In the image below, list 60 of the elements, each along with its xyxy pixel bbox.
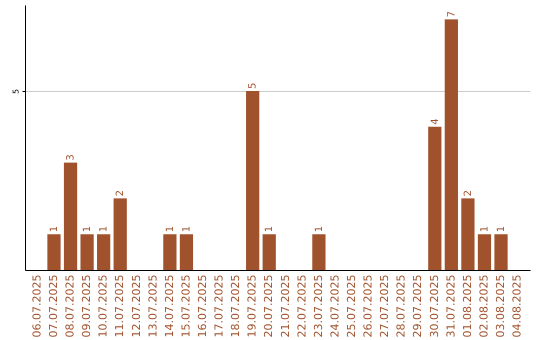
x-tick-label: 26.07.2025 <box>362 274 375 338</box>
bar <box>180 234 194 270</box>
bar <box>246 90 260 270</box>
data-label: 1 <box>314 226 325 232</box>
x-tick-label: 22.07.2025 <box>295 274 308 338</box>
data-label: 1 <box>479 226 490 232</box>
x-tick-label: 04.08.2025 <box>510 274 524 338</box>
x-tick-label: 31.07.2025 <box>444 274 458 338</box>
x-tick-label: 19.07.2025 <box>246 274 259 338</box>
x-tick-label: 07.07.2025 <box>46 274 60 338</box>
x-tick-label: 30.07.2025 <box>428 274 441 338</box>
x-tick-label: 16.07.2025 <box>196 274 209 338</box>
x-tick-label: 08.07.2025 <box>64 274 77 338</box>
bar <box>494 234 508 270</box>
bar <box>478 234 492 270</box>
bar <box>461 198 475 270</box>
x-tick-label: 03.08.2025 <box>494 274 508 338</box>
x-tick-label: 20.07.2025 <box>262 274 276 338</box>
x-tick-label: 28.07.2025 <box>394 274 408 338</box>
x-tick-label: 13.07.2025 <box>146 274 160 338</box>
bar <box>80 234 94 270</box>
bar <box>444 19 458 270</box>
data-label: 2 <box>462 190 474 196</box>
x-tick-label: 12.07.2025 <box>130 274 143 338</box>
bar <box>47 234 61 270</box>
bar <box>97 234 110 270</box>
x-tick-label: 11.07.2025 <box>113 274 126 338</box>
x-tick-label: 29.07.2025 <box>411 274 424 338</box>
bar <box>312 234 326 270</box>
data-label: 1 <box>496 226 508 232</box>
data-label: 1 <box>48 226 60 232</box>
x-tick-label: 25.07.2025 <box>345 274 358 338</box>
x-tick-label: 09.07.2025 <box>80 274 94 338</box>
data-label: 7 <box>446 10 458 18</box>
bar <box>163 234 176 270</box>
x-tick-label: 27.07.2025 <box>378 274 392 338</box>
x-tick-label: 02.08.2025 <box>477 274 490 338</box>
x-tick-label: 17.07.2025 <box>212 274 226 338</box>
bar <box>428 126 442 270</box>
data-label: 5 <box>248 82 259 89</box>
data-label: 3 <box>66 154 77 161</box>
x-tick-label: 21.07.2025 <box>278 274 292 338</box>
data-label: 1 <box>264 226 276 232</box>
data-label: 1 <box>82 226 94 232</box>
x-tick-label: 10.07.2025 <box>96 274 110 338</box>
bar <box>114 198 127 270</box>
data-label: 4 <box>430 118 441 125</box>
data-label: 1 <box>98 226 110 232</box>
data-label: 1 <box>164 226 176 232</box>
data-label: 2 <box>115 190 126 196</box>
x-tick-label: 15.07.2025 <box>179 274 192 338</box>
x-tick-label: 06.07.2025 <box>30 274 44 338</box>
bar <box>262 234 276 270</box>
x-tick-label: 14.07.2025 <box>162 274 176 338</box>
data-label: 1 <box>181 226 192 232</box>
x-tick-label: 01.08.2025 <box>460 274 474 338</box>
x-tick-label: 18.07.2025 <box>229 274 242 338</box>
x-tick-label: 24.07.2025 <box>328 274 342 338</box>
x-tick-label: 23.07.2025 <box>312 274 325 338</box>
bar <box>64 162 78 270</box>
